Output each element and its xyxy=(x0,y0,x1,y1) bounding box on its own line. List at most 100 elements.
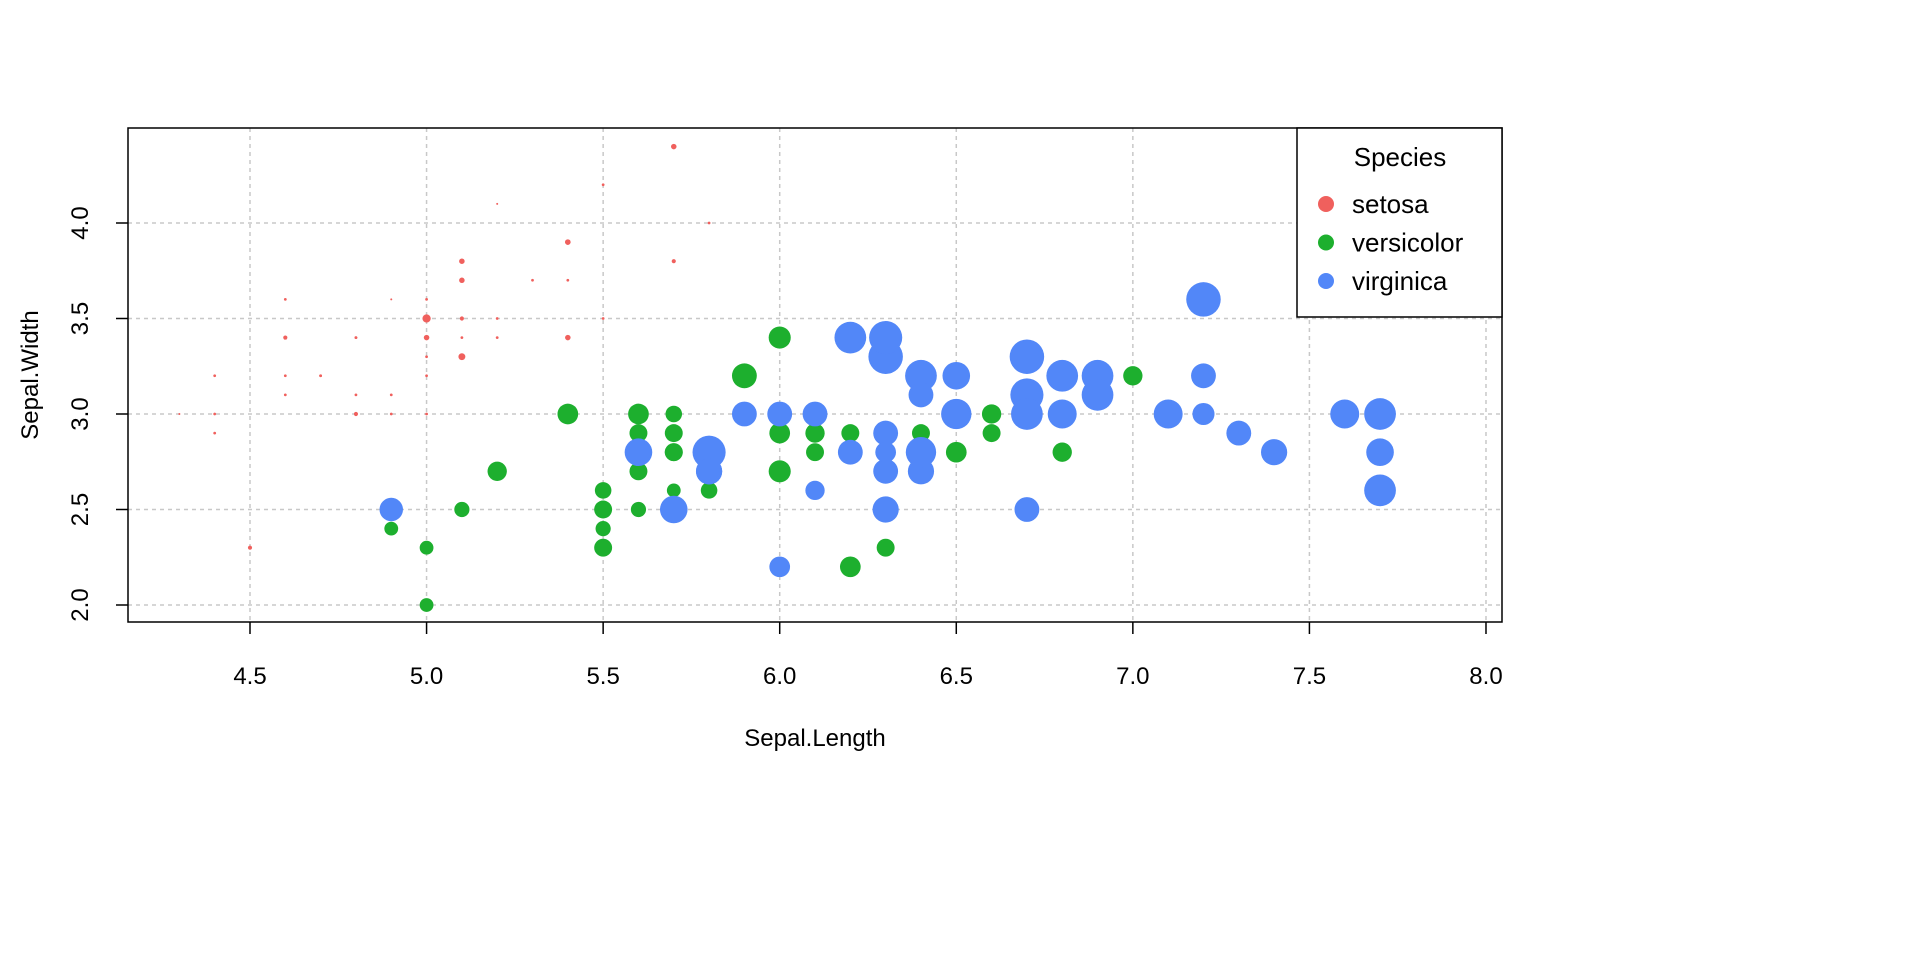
point-setosa xyxy=(213,412,217,416)
point-setosa xyxy=(459,316,464,321)
point-setosa xyxy=(178,413,181,415)
point-versicolor xyxy=(666,483,681,498)
point-versicolor xyxy=(629,462,648,481)
point-virginica xyxy=(873,420,899,446)
point-virginica xyxy=(1081,379,1114,411)
point-virginica xyxy=(869,321,903,355)
point-setosa xyxy=(425,412,428,416)
point-virginica xyxy=(1047,399,1077,429)
x-tick-label: 7.0 xyxy=(1116,663,1149,690)
point-versicolor xyxy=(665,405,683,423)
point-setosa xyxy=(460,336,464,339)
legend-label-versicolor: versicolor xyxy=(1352,228,1464,258)
point-setosa xyxy=(213,374,217,378)
point-virginica xyxy=(1364,398,1396,430)
point-setosa xyxy=(422,314,431,323)
x-tick-label: 6.5 xyxy=(940,663,973,690)
point-virginica xyxy=(692,435,726,469)
point-virginica xyxy=(1330,399,1360,429)
point-versicolor xyxy=(700,482,718,499)
point-virginica xyxy=(1226,420,1252,446)
point-versicolor xyxy=(1052,442,1072,462)
point-setosa xyxy=(707,221,711,225)
point-setosa xyxy=(565,334,571,341)
point-versicolor xyxy=(594,482,612,499)
point-versicolor xyxy=(664,443,683,462)
point-virginica xyxy=(908,382,934,408)
point-virginica xyxy=(834,321,867,354)
point-setosa xyxy=(601,183,605,187)
point-setosa xyxy=(354,393,358,397)
point-setosa xyxy=(283,298,287,301)
point-virginica xyxy=(1153,399,1183,429)
point-versicolor xyxy=(629,424,648,443)
point-setosa xyxy=(671,259,676,264)
point-versicolor xyxy=(981,404,1002,424)
point-virginica xyxy=(1046,359,1079,392)
point-setosa xyxy=(283,374,287,378)
point-setosa xyxy=(319,374,323,378)
point-versicolor xyxy=(876,538,895,557)
point-versicolor xyxy=(630,501,647,518)
point-virginica xyxy=(767,401,793,427)
point-setosa xyxy=(423,334,430,341)
point-versicolor xyxy=(419,598,434,612)
point-setosa xyxy=(425,298,428,301)
legend-label-setosa: setosa xyxy=(1352,189,1429,219)
x-tick-label: 7.5 xyxy=(1293,663,1326,690)
legend-label-virginica: virginica xyxy=(1352,266,1448,296)
point-setosa xyxy=(283,393,287,397)
point-versicolor xyxy=(841,424,860,443)
point-virginica xyxy=(942,400,971,428)
point-setosa xyxy=(425,355,428,359)
points xyxy=(178,143,1465,612)
point-virginica xyxy=(875,441,897,463)
plot-box xyxy=(127,127,1503,623)
point-setosa xyxy=(283,335,288,340)
point-setosa xyxy=(495,336,499,339)
point-setosa xyxy=(425,374,428,378)
point-versicolor xyxy=(768,460,791,483)
point-versicolor xyxy=(982,424,1001,443)
point-virginica xyxy=(379,497,403,522)
point-setosa xyxy=(213,431,217,435)
point-virginica xyxy=(805,480,825,501)
point-setosa xyxy=(353,411,359,417)
point-versicolor xyxy=(768,326,791,349)
point-virginica xyxy=(1186,282,1221,317)
point-setosa xyxy=(458,353,466,361)
point-setosa xyxy=(354,336,358,339)
y-tick-label: 2.5 xyxy=(67,493,94,526)
point-virginica xyxy=(659,495,688,524)
legend-marker-versicolor xyxy=(1318,234,1334,251)
grid xyxy=(128,128,1502,622)
point-versicolor xyxy=(911,424,930,443)
point-virginica xyxy=(1191,363,1216,389)
point-virginica xyxy=(1364,474,1396,507)
point-versicolor xyxy=(557,403,579,425)
point-virginica xyxy=(731,401,757,427)
point-setosa xyxy=(389,412,393,416)
x-tick-label: 6.0 xyxy=(763,663,796,690)
point-versicolor xyxy=(384,521,399,536)
point-versicolor xyxy=(419,540,434,555)
point-virginica xyxy=(905,359,937,392)
point-setosa xyxy=(495,317,499,320)
point-setosa xyxy=(389,393,393,397)
point-setosa xyxy=(601,317,605,320)
x-axis: 4.5 5.0 5.5 6.0 6.5 7.0 7.5 8.0 xyxy=(233,622,1503,690)
point-virginica xyxy=(695,458,723,485)
point-virginica xyxy=(1260,439,1288,466)
point-versicolor xyxy=(487,461,507,481)
point-setosa xyxy=(566,278,570,282)
point-virginica xyxy=(1014,497,1040,522)
point-setosa xyxy=(531,278,534,282)
point-setosa xyxy=(671,143,677,150)
legend-marker-virginica xyxy=(1318,273,1334,289)
point-setosa xyxy=(459,277,465,284)
point-versicolor xyxy=(731,363,757,389)
point-versicolor xyxy=(664,424,683,443)
point-versicolor xyxy=(629,405,648,423)
point-versicolor xyxy=(839,556,861,578)
